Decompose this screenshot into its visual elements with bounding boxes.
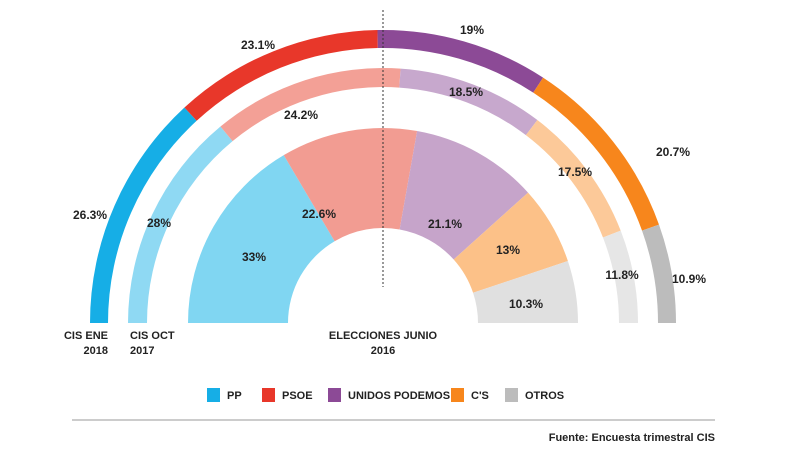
legend: PP PSOE UNIDOS PODEMOS C'S OTROS [207,388,564,402]
ring-label: 2018 [84,345,108,357]
segment-pp-ring-2 [188,155,335,323]
ring-label: 2016 [371,345,395,357]
data-label: 26.3% [73,208,107,222]
ring-label: CIS OCT [130,330,175,342]
segment-otros-ring-1 [602,230,638,323]
legend-label: PSOE [282,390,313,402]
legend-label: UNIDOS PODEMOS [348,390,450,402]
data-label: 22.6% [302,207,336,221]
data-label: 23.1% [241,38,275,52]
legend-swatch [505,388,518,402]
segment-otros-ring-0 [642,224,676,323]
data-label: 21.1% [428,217,462,231]
ring-label: CIS ENE [64,330,108,342]
segment-unidos-podemos-ring-2 [399,131,529,260]
data-label: 24.2% [284,108,318,122]
segment-psoe-ring-0 [184,30,378,121]
data-label: 19% [460,23,484,37]
data-label: 13% [496,243,520,257]
source-note: Fuente: Encuesta trimestral CIS [549,432,715,444]
segment-psoe-ring-2 [283,127,418,242]
ring-labels: CIS ENE 2018 CIS OCT 2017 ELECCIONES JUNIO 20… [64,330,438,357]
data-label: 17.5% [558,165,592,179]
data-label: 10.3% [509,297,543,311]
data-label: 28% [147,216,171,230]
legend-label: PP [227,390,242,402]
legend-swatch [328,388,341,402]
rings [90,29,676,323]
legend-swatch [262,388,275,402]
segment-c-s-ring-2 [453,192,568,293]
legend-swatch [207,388,220,402]
value-labels: 26.3% 23.1% 19% 20.7% 10.9% 28% 24.2% 18.5% 17.5… [73,23,706,311]
segment-pp-ring-0 [90,107,197,323]
segment-pp-ring-1 [128,126,233,323]
segment-c-s-ring-1 [525,120,621,238]
segment-unidos-podemos-ring-1 [399,68,538,136]
legend-label: C'S [471,390,489,402]
data-label: 11.8% [605,268,639,282]
data-label: 33% [242,250,266,264]
data-label: 20.7% [656,145,690,159]
legend-swatch [451,388,464,402]
segment-otros-ring-2 [473,260,579,323]
data-label: 18.5% [449,85,483,99]
segment-psoe-ring-1 [220,67,401,142]
segment-c-s-ring-0 [533,77,659,231]
ring-label: ELECCIONES JUNIO [329,330,438,342]
legend-label: OTROS [525,390,564,402]
segment-unidos-podemos-ring-0 [377,29,544,93]
ring-label: 2017 [130,345,154,357]
data-label: 10.9% [672,272,706,286]
